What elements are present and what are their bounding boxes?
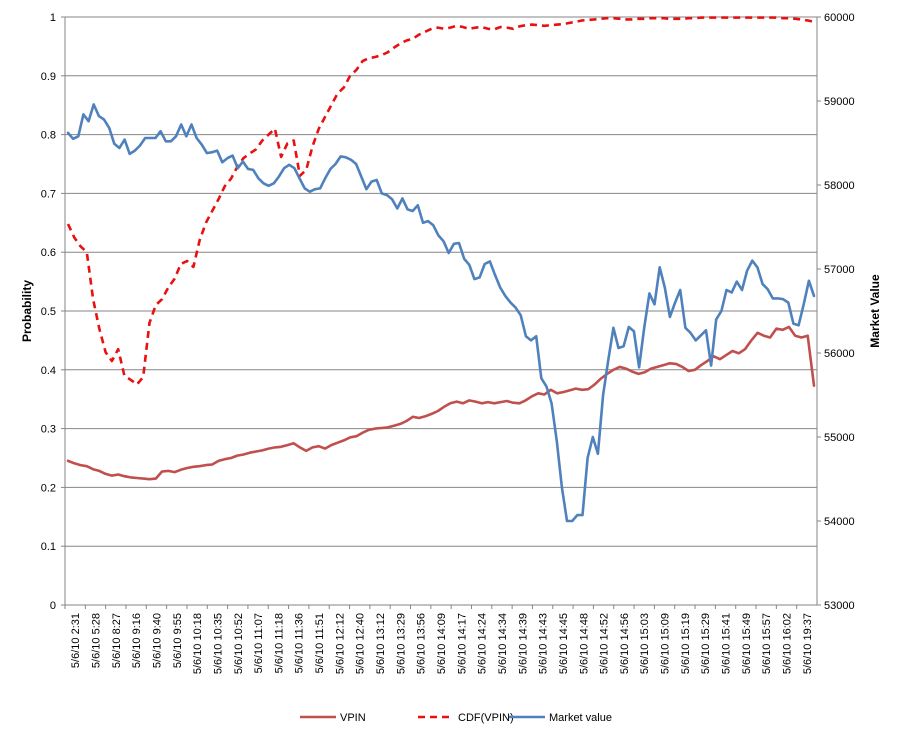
x-tick-label: 5/6/10 14:09 [436,613,448,674]
y-tick-label: 0.2 [41,482,56,494]
legend: VPIN CDF(VPIN) Market value [300,712,612,724]
x-tick-label: 5/6/10 13:29 [395,613,407,674]
x-tick-label: 5/6/10 14:56 [619,613,631,674]
y-tick-label: 0.8 [41,130,56,142]
x-tick-label: 5/6/10 12:12 [334,613,346,674]
x-tick-label: 5/6/10 15:41 [721,613,733,674]
y-tick-label: 0.4 [41,365,56,377]
y-axis-ticks: 0 0.1 0.2 0.3 0.4 0.5 0.6 0.7 0.8 0.9 1 [41,12,65,612]
x-tick-label: 5/6/10 8:27 [111,613,123,668]
x-tick-label: 5/6/10 14:52 [599,613,611,674]
x-tick-label: 5/6/10 9:40 [151,613,163,668]
x-tick-label: 5/6/10 11:36 [294,613,306,673]
y2-tick-label: 59000 [824,96,855,108]
y2-axis-ticks: 53000 54000 55000 56000 57000 58000 59000 60000 [817,12,855,612]
x-tick-label: 5/6/10 5:28 [90,613,102,668]
x-tick-label: 5/6/10 14:17 [456,613,468,674]
series-line-cdf-vpin [66,16,815,386]
x-tick-label: 5/6/10 12:40 [355,613,367,674]
y2-tick-label: 57000 [824,264,855,276]
x-tick-label: 5/6/10 10:52 [233,613,245,674]
x-tick-label: 5/6/10 9:55 [172,613,184,668]
series-line-vpin [66,325,816,481]
legend-label: VPIN [340,712,366,724]
x-tick-label: 5/6/10 15:09 [660,613,672,674]
y-tick-label: 0.9 [41,71,56,83]
x-tick-label: 5/6/10 14:34 [497,613,509,674]
x-tick-label: 5/6/10 11:18 [273,613,285,673]
x-tick-label: 5/6/10 14:43 [538,613,550,674]
x-tick-label: 5/6/10 11:51 [314,613,326,673]
y-tick-label: 1 [50,12,56,24]
y-tick-label: 0 [50,600,56,612]
x-tick-label: 5/6/10 14:39 [517,613,529,674]
series-lines [66,16,816,523]
y2-tick-label: 53000 [824,600,855,612]
y-tick-label: 0.5 [41,306,56,318]
x-axis-ticks: 5/6/10 2:31 5/6/10 5:28 5/6/10 8:27 5/6/10 … [64,605,814,674]
x-tick-label: 5/6/10 13:12 [375,613,387,674]
y2-tick-label: 60000 [824,12,855,24]
x-tick-label: 5/6/10 15:03 [639,613,651,674]
x-tick-label: 5/6/10 15:49 [741,613,753,674]
x-tick-label: 5/6/10 15:57 [761,613,773,674]
legend-label: CDF(VPIN) [458,712,514,724]
x-tick-label: 5/6/10 11:07 [253,613,265,673]
y2-tick-label: 58000 [824,180,855,192]
series-line-market-value [66,103,816,523]
x-tick-label: 5/6/10 15:19 [680,613,692,674]
y-axis-title: Probability [20,280,34,342]
x-tick-label: 5/6/10 10:18 [192,613,204,674]
y2-tick-label: 55000 [824,432,855,444]
x-tick-label: 5/6/10 14:45 [558,613,570,674]
x-tick-label: 5/6/10 19:37 [802,613,814,674]
x-tick-label: 5/6/10 2:31 [70,613,82,668]
y2-tick-label: 56000 [824,348,855,360]
x-tick-label: 5/6/10 14:48 [578,613,590,674]
x-tick-label: 5/6/10 14:24 [477,613,489,674]
y2-axis-title: Market Value [868,274,882,348]
y2-tick-label: 54000 [824,516,855,528]
y-tick-label: 0.7 [41,188,56,200]
legend-label: Market value [549,712,612,724]
x-tick-label: 5/6/10 16:02 [782,613,794,674]
x-tick-label: 5/6/10 13:56 [416,613,428,674]
x-tick-label: 5/6/10 9:16 [131,613,143,668]
y-tick-label: 0.3 [41,424,56,436]
x-tick-label: 5/6/10 15:29 [700,613,712,674]
y-tick-label: 0.6 [41,247,56,259]
x-tick-label: 5/6/10 10:35 [212,613,224,674]
y-tick-label: 0.1 [41,541,56,553]
